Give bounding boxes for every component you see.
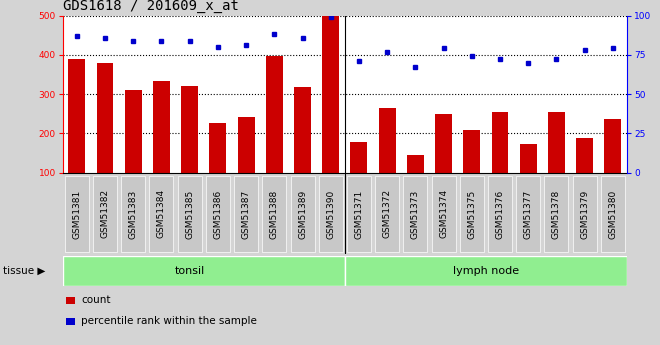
FancyBboxPatch shape <box>488 176 512 252</box>
Bar <box>65 297 75 304</box>
FancyBboxPatch shape <box>65 176 89 252</box>
Text: GSM51384: GSM51384 <box>157 189 166 238</box>
Bar <box>345 256 627 286</box>
Bar <box>125 90 142 172</box>
Text: tissue ▶: tissue ▶ <box>3 266 46 276</box>
FancyBboxPatch shape <box>234 176 258 252</box>
Bar <box>350 142 368 172</box>
FancyBboxPatch shape <box>460 176 484 252</box>
Bar <box>463 130 480 172</box>
Bar <box>69 59 85 172</box>
Text: GSM51374: GSM51374 <box>439 189 448 238</box>
Text: GSM51383: GSM51383 <box>129 189 138 238</box>
FancyBboxPatch shape <box>206 176 230 252</box>
Bar <box>65 318 75 325</box>
FancyBboxPatch shape <box>93 176 117 252</box>
Text: GDS1618 / 201609_x_at: GDS1618 / 201609_x_at <box>63 0 238 13</box>
Bar <box>379 108 395 172</box>
Bar <box>182 86 198 172</box>
Text: lymph node: lymph node <box>453 266 519 276</box>
Bar <box>96 63 114 172</box>
FancyBboxPatch shape <box>573 176 597 252</box>
FancyBboxPatch shape <box>375 176 399 252</box>
Text: GSM51385: GSM51385 <box>185 189 194 238</box>
FancyBboxPatch shape <box>149 176 174 252</box>
FancyBboxPatch shape <box>347 176 371 252</box>
FancyBboxPatch shape <box>601 176 625 252</box>
FancyBboxPatch shape <box>290 176 315 252</box>
Bar <box>238 117 255 172</box>
Text: GSM51388: GSM51388 <box>270 189 279 238</box>
Text: GSM51379: GSM51379 <box>580 189 589 238</box>
FancyBboxPatch shape <box>432 176 455 252</box>
FancyBboxPatch shape <box>178 176 202 252</box>
Text: GSM51376: GSM51376 <box>496 189 504 238</box>
Bar <box>294 87 311 172</box>
Text: GSM51387: GSM51387 <box>242 189 251 238</box>
Text: GSM51373: GSM51373 <box>411 189 420 238</box>
FancyBboxPatch shape <box>262 176 286 252</box>
FancyBboxPatch shape <box>319 176 343 252</box>
FancyBboxPatch shape <box>544 176 568 252</box>
Bar <box>209 123 226 172</box>
Text: GSM51375: GSM51375 <box>467 189 477 238</box>
Bar <box>153 81 170 172</box>
Text: GSM51382: GSM51382 <box>100 189 110 238</box>
Text: GSM51378: GSM51378 <box>552 189 561 238</box>
Bar <box>63 256 345 286</box>
Text: GSM51377: GSM51377 <box>524 189 533 238</box>
Text: GSM51386: GSM51386 <box>213 189 222 238</box>
Bar <box>435 114 452 172</box>
Text: count: count <box>81 295 110 305</box>
Bar <box>492 112 508 172</box>
Text: GSM51380: GSM51380 <box>609 189 617 238</box>
FancyBboxPatch shape <box>121 176 145 252</box>
Text: GSM51389: GSM51389 <box>298 189 307 238</box>
Bar <box>407 155 424 172</box>
Text: GSM51371: GSM51371 <box>354 189 364 238</box>
Bar <box>520 144 537 172</box>
Bar <box>322 16 339 172</box>
Bar <box>576 138 593 172</box>
Text: percentile rank within the sample: percentile rank within the sample <box>81 316 257 326</box>
Bar <box>266 56 282 172</box>
FancyBboxPatch shape <box>403 176 428 252</box>
FancyBboxPatch shape <box>516 176 541 252</box>
Bar <box>548 112 565 172</box>
Text: tonsil: tonsil <box>174 266 205 276</box>
Text: GSM51390: GSM51390 <box>326 189 335 238</box>
Text: GSM51381: GSM51381 <box>73 189 81 238</box>
Text: GSM51372: GSM51372 <box>383 189 391 238</box>
Bar <box>605 119 621 172</box>
